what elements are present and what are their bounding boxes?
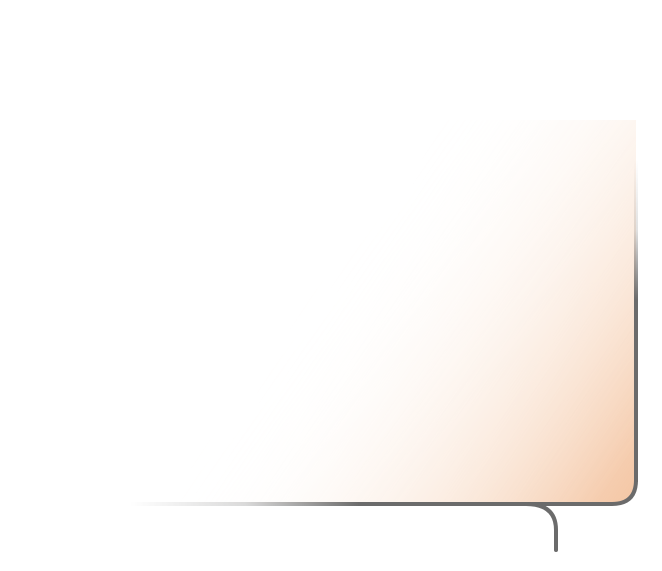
panel-fill	[0, 120, 636, 504]
panel-corner-border	[611, 479, 638, 506]
connector-hook	[524, 502, 558, 552]
